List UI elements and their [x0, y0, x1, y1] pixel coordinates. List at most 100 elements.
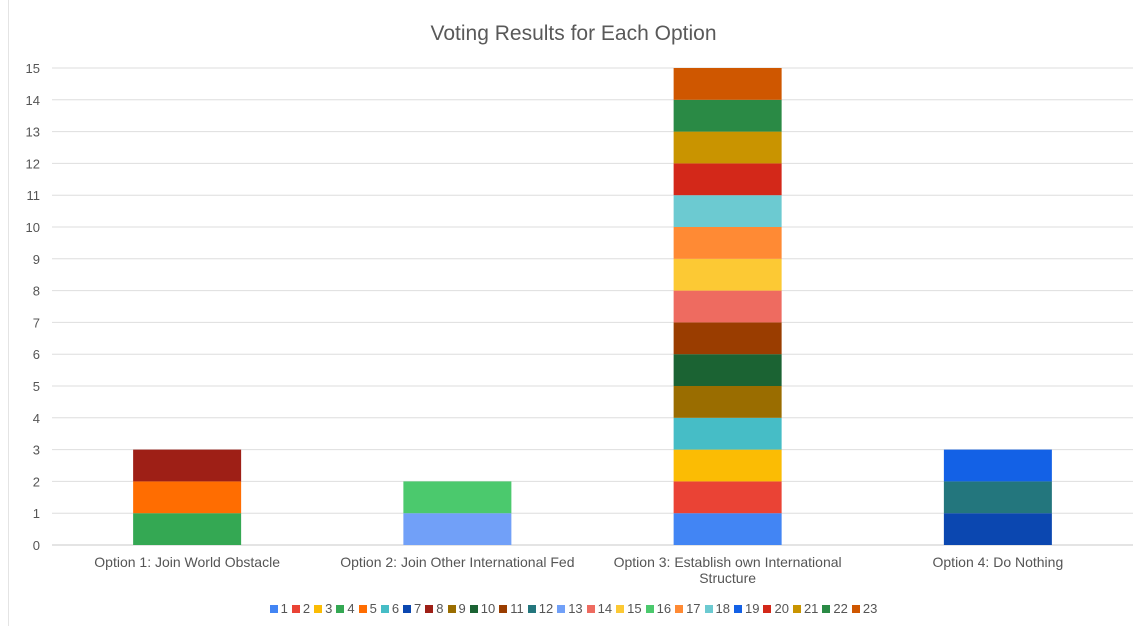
legend-item: 13 — [557, 601, 583, 616]
y-tick-label: 14 — [26, 93, 40, 108]
legend-label: 11 — [510, 601, 524, 616]
legend-swatch — [645, 605, 654, 613]
bar-segment — [133, 513, 242, 545]
legend-swatch — [557, 605, 566, 613]
bar-segment — [673, 417, 782, 450]
x-tick-label: Structure — [699, 570, 756, 586]
legend-item: 15 — [616, 601, 642, 616]
legend-swatch — [822, 605, 831, 613]
legend-swatch — [499, 605, 508, 613]
legend-item: 19 — [734, 601, 759, 616]
bar-segment — [943, 513, 1052, 545]
legend-label: 2 — [302, 601, 311, 616]
legend-item: 11 — [499, 601, 524, 616]
legend-label: 22 — [833, 601, 848, 616]
legend-swatch — [469, 605, 478, 613]
legend-label: 21 — [803, 601, 819, 616]
legend-label: 13 — [568, 601, 583, 616]
legend-label: 23 — [862, 601, 878, 616]
x-tick-label: Option 2: Join Other International Fed — [340, 554, 574, 570]
legend-item: 17 — [675, 601, 701, 616]
bar-segment — [673, 131, 782, 164]
legend-item: 5 — [358, 601, 377, 616]
y-tick-label: 11 — [27, 188, 41, 203]
legend-label: 16 — [656, 601, 672, 616]
y-tick-label: 5 — [33, 379, 40, 394]
y-tick-label: 4 — [33, 411, 40, 426]
legend-swatch — [336, 605, 345, 613]
legend-item: 22 — [822, 601, 848, 616]
legend-item: 2 — [291, 601, 311, 616]
y-tick-label: 1 — [33, 506, 40, 521]
bar-segment — [673, 163, 782, 196]
x-tick-label: Option 1: Join World Obstacle — [94, 554, 280, 570]
legend-swatch — [425, 605, 434, 613]
legend-swatch — [269, 605, 278, 613]
legend-label: 19 — [745, 601, 760, 616]
chart-title: Voting Results for Each Option — [430, 22, 717, 45]
legend-label: 18 — [715, 601, 730, 616]
bar-segment — [673, 481, 782, 514]
legend-swatch — [447, 605, 456, 613]
y-tick-label: 0 — [33, 538, 40, 553]
legend-label: 12 — [538, 601, 554, 616]
bar-segment — [673, 195, 782, 227]
legend-label: 7 — [414, 601, 422, 616]
legend-swatch — [704, 605, 713, 613]
legend-swatch — [586, 605, 595, 613]
y-tick-label: 9 — [33, 252, 40, 267]
bar-segment — [673, 290, 782, 323]
legend-label: 6 — [391, 601, 400, 616]
legend-swatch — [527, 605, 536, 613]
bar-segment — [673, 449, 782, 482]
legend-item: 20 — [763, 601, 789, 616]
legend-item: 21 — [792, 601, 819, 616]
bar-segment — [673, 322, 782, 355]
bar-segment — [133, 449, 242, 482]
legend-label: 8 — [436, 601, 444, 616]
legend-label: 17 — [686, 601, 701, 616]
x-tick-label: Option 4: Do Nothing — [933, 554, 1064, 570]
legend-item: 1 — [269, 601, 288, 616]
left-border — [8, 0, 9, 626]
legend-label: 1 — [280, 601, 288, 616]
y-tick-label: 10 — [26, 220, 40, 235]
legend-label: 10 — [480, 601, 496, 616]
legend: 1 2 3 4 5 6 7 8 9 10 11 12 13 14 15 16 17 18 19 20 21 22 23 — [0, 601, 1147, 616]
legend-swatch — [851, 605, 860, 613]
legend-item: 12 — [527, 601, 554, 616]
legend-item: 23 — [851, 601, 878, 616]
bar-segment — [673, 354, 782, 386]
bar-segment — [673, 68, 782, 100]
legend-label: 20 — [774, 601, 789, 616]
legend-item: 8 — [425, 601, 444, 616]
bar-segment — [673, 258, 782, 291]
legend-item: 16 — [645, 601, 672, 616]
legend-swatch — [792, 605, 801, 613]
legend-item: 4 — [336, 601, 355, 616]
legend-item: 10 — [469, 601, 496, 616]
bar-segment — [673, 513, 782, 545]
legend-label: 5 — [369, 601, 377, 616]
bar-segment — [673, 227, 782, 259]
bar-segment — [943, 449, 1052, 482]
legend-item: 14 — [586, 601, 612, 616]
legend-swatch — [291, 605, 300, 613]
legend-label: 4 — [347, 601, 355, 616]
y-tick-label: 3 — [33, 443, 40, 458]
x-tick-label: Option 3: Establish own International — [614, 554, 842, 570]
legend-swatch — [675, 605, 684, 613]
legend-item: 3 — [314, 601, 332, 616]
legend-item: 18 — [704, 601, 730, 616]
bar-segment — [943, 481, 1052, 514]
legend-swatch — [616, 605, 625, 613]
bar-segment — [403, 513, 512, 545]
legend-label: 15 — [627, 601, 642, 616]
y-tick-label: 6 — [33, 347, 40, 362]
y-tick-label: 12 — [26, 156, 40, 171]
legend-swatch — [380, 605, 389, 613]
bar-segment — [403, 481, 512, 514]
bar-segment — [673, 99, 782, 132]
y-tick-label: 7 — [33, 315, 40, 330]
